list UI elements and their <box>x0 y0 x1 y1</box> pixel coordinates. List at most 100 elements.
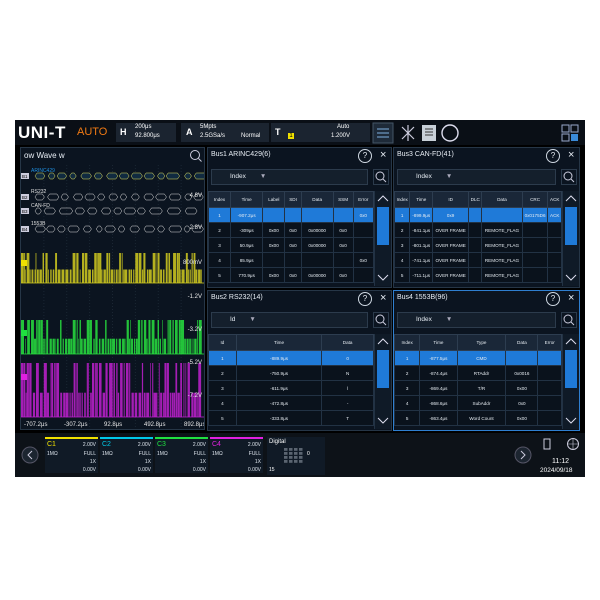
digital-cell <box>289 456 293 459</box>
search-button[interactable] <box>561 169 577 185</box>
bus-frame <box>87 207 98 215</box>
digital-cell <box>289 452 293 455</box>
table-row[interactable]: 5 -711.1μs OVER FRAME REMOTE_FLAG <box>393 267 562 283</box>
table-row[interactable]: 4 85.9μs 0x0 <box>208 252 375 268</box>
table-cell: ACK <box>547 207 562 223</box>
table-row[interactable]: 3 50.9μs 0x00 0x0 0x00000 0x0 <box>208 237 375 253</box>
ch4-trace <box>81 392 83 417</box>
close-button[interactable]: × <box>568 292 575 304</box>
bus-frame <box>93 172 103 180</box>
ch4-trace <box>160 392 163 417</box>
bus-label: RS232 <box>31 189 47 195</box>
help-button[interactable]: ? <box>546 149 560 163</box>
filter-select[interactable]: Index ▼ <box>397 312 556 328</box>
search-handle <box>570 321 575 326</box>
table-row[interactable]: 5 770.9μs 0x00 0x0 0x00000 0x0 <box>208 267 375 283</box>
ch4-trace <box>138 392 142 417</box>
prev-button[interactable] <box>20 445 40 465</box>
help-button[interactable]: ? <box>358 149 372 163</box>
table-row[interactable]: 4 -741.1μs OVER FRAME REMOTE_FLAG <box>393 252 562 268</box>
table-cell: 0x00000 <box>300 267 334 283</box>
ch1-trace <box>39 269 42 283</box>
table-cell: CMD <box>456 350 507 366</box>
ch1-trace <box>51 269 52 283</box>
close-button[interactable]: × <box>568 149 575 161</box>
bus-frame <box>101 207 112 215</box>
digital-cell <box>284 456 288 459</box>
table-row[interactable]: 5 -863.4μs Word Count 0x00 <box>393 410 562 426</box>
table-cell: -874.4μs <box>419 365 458 381</box>
table-row[interactable]: 2 -841.1μs OVER FRAME REMOTE_FLAG <box>393 222 562 238</box>
table-row[interactable]: 1 -877.5μs CMD <box>393 350 562 366</box>
next-button[interactable] <box>513 445 533 465</box>
trigger-box[interactable] <box>271 123 370 142</box>
filter-select[interactable]: Id ▼ <box>211 312 368 328</box>
bus-id-tag <box>21 208 29 214</box>
table-row[interactable]: 2 -750.9μs N <box>208 365 374 381</box>
bus-frame <box>46 225 56 233</box>
doc-icon[interactable] <box>422 125 436 141</box>
ch1-trace <box>57 269 61 283</box>
horizontal-box[interactable] <box>116 123 176 142</box>
table-row[interactable]: 1 -899.9μs 0x9 0x0175D6 ACK <box>393 207 562 223</box>
bus-panel: Bus3 CAN-FD(41)? × Index ▼ Index Time ID DLC Dat… <box>393 147 580 288</box>
column-header: ID <box>432 191 470 208</box>
clock-time: 11:12 <box>552 458 569 465</box>
table-row[interactable]: 2 -874.4μs RTAddr 0x0016 <box>393 365 562 381</box>
table-row[interactable]: 3 -611.9μs l <box>208 380 374 396</box>
scrollbar <box>562 191 579 286</box>
cursor-icon[interactable] <box>401 125 415 141</box>
time-label: 892.8μs <box>184 422 204 428</box>
search-button[interactable] <box>561 312 577 328</box>
ch3-trace <box>33 338 37 354</box>
ch1-trace <box>55 253 58 283</box>
ch4-trace <box>92 363 95 417</box>
ch3-trace <box>56 338 59 354</box>
layout-icon[interactable] <box>561 124 579 142</box>
table-cell <box>537 410 562 426</box>
filter-select[interactable]: Index ▼ <box>211 169 368 185</box>
search-button[interactable] <box>373 312 389 328</box>
channel-box[interactable]: C1 2.00V 1MΩ FULL 1X 0.00V <box>45 437 98 473</box>
column-header: SSM <box>332 191 354 208</box>
toolbar-icons[interactable] <box>372 122 472 144</box>
bus-frame <box>84 193 96 201</box>
bus-frame <box>184 193 193 201</box>
wave-search[interactable] <box>189 149 203 163</box>
table-row[interactable]: 1 -889.9μs 0 <box>208 350 374 366</box>
table-row[interactable]: 3 -869.4μs T/R 0x00 <box>393 380 562 396</box>
close-button[interactable]: × <box>380 292 387 304</box>
header-row: Index Time Label SDI Data SSM Error <box>208 191 375 208</box>
filter-select[interactable]: Index ▼ <box>397 169 556 185</box>
ch1-trace <box>198 269 201 283</box>
ch1-trace <box>123 269 125 283</box>
channel-box[interactable]: C2 2.00V 1MΩ FULL 1X 0.00V <box>100 437 153 473</box>
search-icon[interactable] <box>441 124 459 142</box>
channel-box[interactable]: C4 2.00V 1MΩ FULL 1X 0.00V <box>210 437 263 473</box>
ch4-trace <box>183 363 185 417</box>
ch1-trace <box>160 269 163 283</box>
search-glyph <box>375 171 387 183</box>
ch4-trace <box>163 392 165 417</box>
search-button[interactable] <box>373 169 389 185</box>
table-cell: 2 <box>208 222 231 238</box>
table-row[interactable]: 4 -868.6μs SubAddr 0x0 <box>393 395 562 411</box>
ch4-trace <box>125 363 129 417</box>
table-cell: 1 <box>208 207 231 223</box>
bus-id-tag <box>21 226 29 232</box>
table-row[interactable]: 1 -907.2μs 0x0 <box>208 207 375 223</box>
ch4-trace <box>131 392 134 417</box>
table-row[interactable]: 4 -472.8μs - <box>208 395 374 411</box>
help-button[interactable]: ? <box>358 292 372 306</box>
digital-grid <box>284 448 303 463</box>
ch1-trace <box>118 269 120 283</box>
auto-button[interactable]: AUTO <box>77 126 108 138</box>
ch3-trace <box>101 338 105 354</box>
acquire-box[interactable] <box>181 123 269 142</box>
channel-box[interactable]: C3 2.00V 1MΩ FULL 1X 0.00V <box>155 437 208 473</box>
table-row[interactable]: 3 -801.1μs OVER FRAME REMOTE_FLAG <box>393 237 562 253</box>
help-button[interactable]: ? <box>546 292 560 306</box>
close-button[interactable]: × <box>380 149 387 161</box>
table-row[interactable]: 5 -333.8μs T <box>208 410 374 426</box>
table-row[interactable]: 2 -309μs 0x00 0x0 0x00000 0x0 <box>208 222 375 238</box>
